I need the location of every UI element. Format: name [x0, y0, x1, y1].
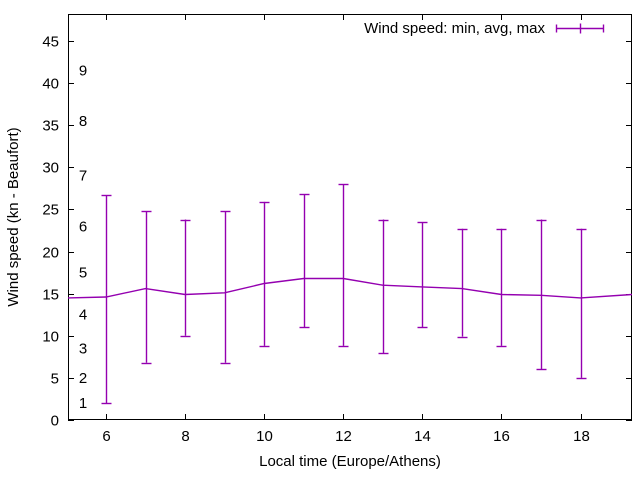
- error-bar: [141, 210, 152, 365]
- y-tick-label: 15: [42, 287, 59, 304]
- beaufort-label: 5: [79, 265, 87, 282]
- beaufort-label: 1: [79, 395, 87, 412]
- x-axis: 6 8 10 12 14 16 18: [102, 14, 590, 445]
- y-axis-title: Wind speed (kn - Beaufort): [5, 127, 22, 306]
- error-bar: [536, 219, 547, 371]
- plot-frame: [68, 14, 632, 420]
- x-axis-title: Local time (Europe/Athens): [259, 453, 441, 470]
- beaufort-label: 7: [79, 168, 87, 185]
- x-tick-label: 16: [493, 428, 510, 445]
- beaufort-label: 9: [79, 62, 87, 79]
- error-bar: [101, 194, 112, 405]
- average-wind-speed-line: [67, 277, 633, 299]
- error-bar: [417, 221, 428, 329]
- y-tick-label: 25: [42, 202, 59, 219]
- y-tick-label: 10: [42, 329, 59, 346]
- error-bar: [299, 193, 310, 329]
- x-tick-label: 12: [335, 428, 352, 445]
- y-tick-label: 30: [42, 160, 59, 177]
- error-bars: [101, 183, 587, 405]
- y-tick-label: 5: [51, 371, 59, 388]
- error-bar: [259, 201, 270, 348]
- error-bar: [180, 219, 191, 338]
- x-tick-label: 14: [414, 428, 431, 445]
- error-bar: [576, 228, 587, 380]
- x-tick-label: 10: [256, 428, 273, 445]
- x-tick-label: 6: [102, 428, 110, 445]
- beaufort-label: 6: [79, 218, 87, 235]
- y-tick-label: 40: [42, 76, 59, 93]
- y-tick-label: 45: [42, 34, 59, 51]
- y-tick-label: 35: [42, 118, 59, 135]
- x-tick-label: 18: [573, 428, 590, 445]
- beaufort-scale-labels: 1 2 3 4 5 6 7 8 9: [79, 62, 87, 412]
- error-bar: [457, 228, 468, 339]
- error-bar: [220, 210, 231, 365]
- error-bar: [378, 219, 389, 355]
- y-tick-label: 0: [51, 413, 59, 430]
- x-tick-label: 8: [181, 428, 189, 445]
- legend-label-wind-speed: Wind speed: min, avg, max: [364, 20, 545, 37]
- error-bar: [496, 228, 507, 348]
- y-tick-label: 20: [42, 245, 59, 262]
- beaufort-label: 8: [79, 113, 87, 130]
- error-bar: [338, 183, 349, 348]
- beaufort-label: 2: [79, 370, 87, 387]
- beaufort-label: 3: [79, 340, 87, 357]
- legend-errorbar-sample: [555, 23, 605, 34]
- legend: Wind speed: min, avg, max: [364, 20, 605, 37]
- beaufort-label: 4: [79, 307, 87, 324]
